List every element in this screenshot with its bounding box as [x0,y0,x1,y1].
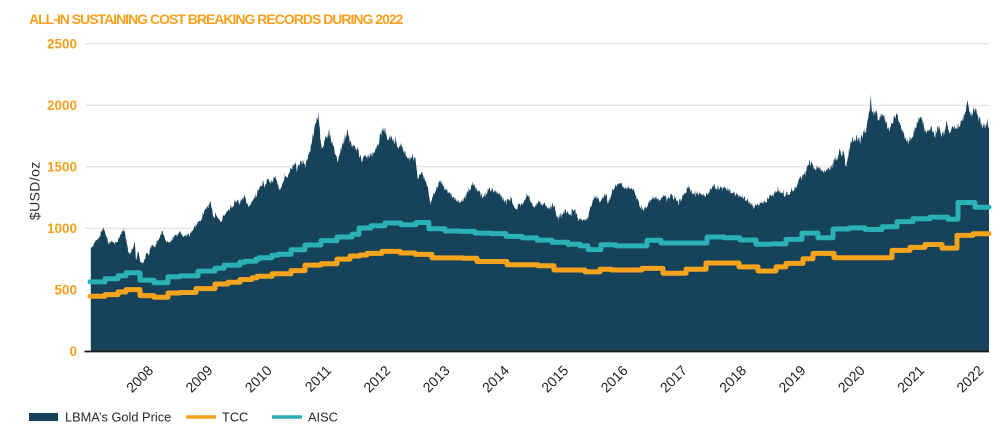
svg-text:TCC: TCC [222,410,248,425]
svg-text:500: 500 [54,283,77,298]
svg-text:0: 0 [69,344,77,359]
svg-text:ALL-IN SUSTAINING COST BREAKIN: ALL-IN SUSTAINING COST BREAKING RECORDS … [29,11,404,27]
svg-text:2500: 2500 [47,37,77,52]
svg-text:AISC: AISC [308,410,338,425]
svg-text:$USD/oz: $USD/oz [27,161,43,220]
svg-text:2000: 2000 [47,98,77,113]
svg-text:LBMA’s Gold Price: LBMA’s Gold Price [65,410,171,425]
svg-text:1000: 1000 [47,221,77,236]
svg-text:1500: 1500 [47,159,77,174]
